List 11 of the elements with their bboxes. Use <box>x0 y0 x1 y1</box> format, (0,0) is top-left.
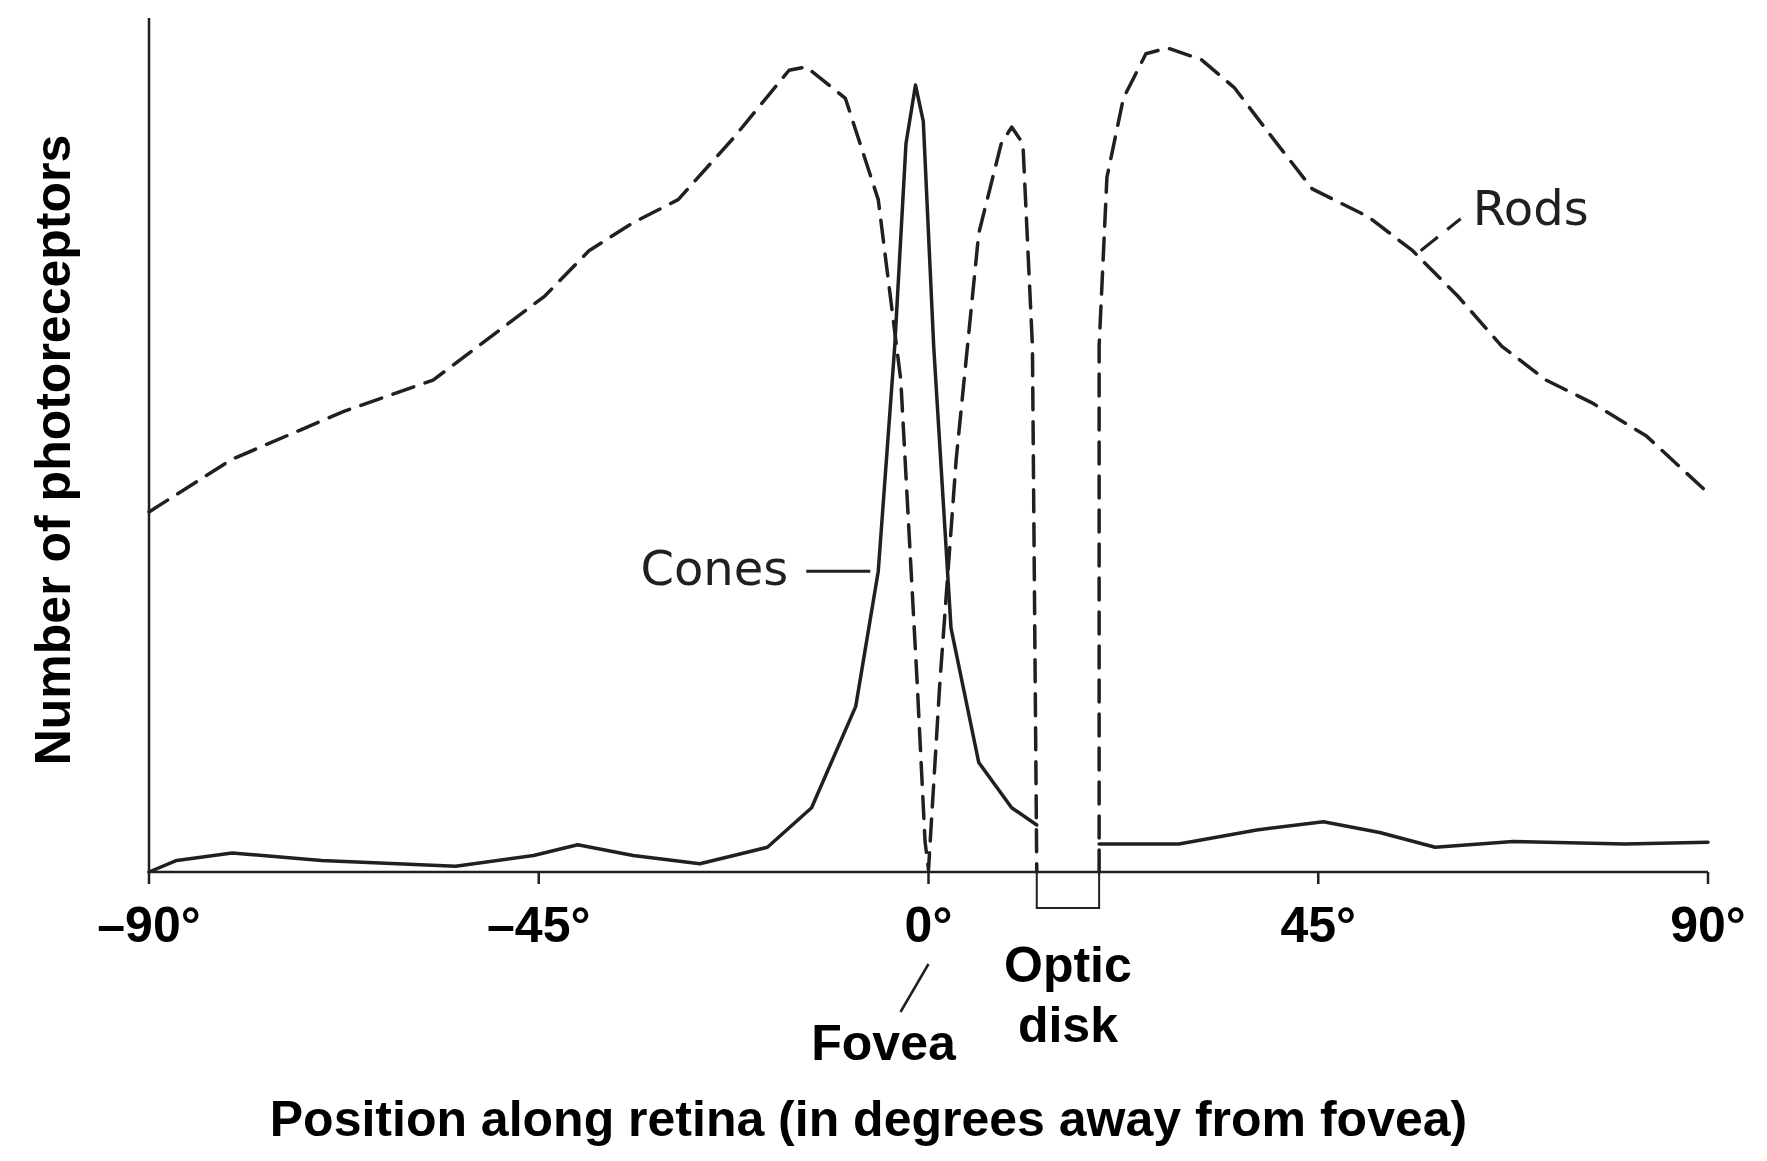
annotation: Fovea <box>811 1015 957 1071</box>
x-tick-label: 0° <box>904 897 953 953</box>
legend-label: Rods <box>1472 179 1589 236</box>
x-tick-label: 45° <box>1280 897 1357 953</box>
x-tick-label: –45° <box>487 897 591 953</box>
series-label: Cones <box>640 540 789 597</box>
y-axis-title: Number of photoreceptors <box>25 134 81 766</box>
x-axis-title: Position along retina (in degrees away from fovea) <box>269 1091 1468 1147</box>
x-tick-label: –90° <box>97 897 201 953</box>
text: Optic disk <box>1004 937 1132 1053</box>
x-tick-label: 90° <box>1670 897 1746 953</box>
